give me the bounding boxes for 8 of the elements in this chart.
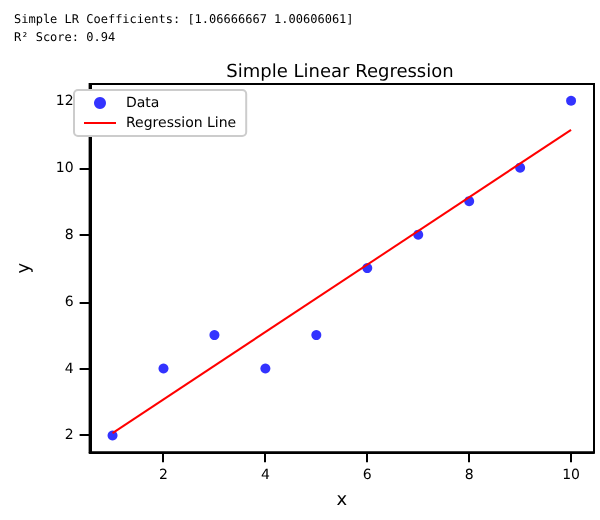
point [566,95,577,106]
point [260,363,271,374]
chart-title: Simple Linear Regression [226,63,454,83]
x-axis-title: x [336,491,349,511]
point [209,330,220,341]
point [158,363,169,374]
point [311,330,322,341]
y-axis-title: y [15,261,35,274]
